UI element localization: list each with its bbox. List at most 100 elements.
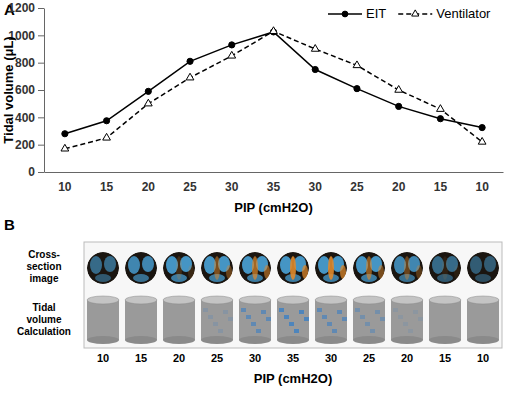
panel-frame — [84, 242, 502, 348]
data-point — [479, 124, 485, 130]
x-tick-label: 20 — [401, 352, 413, 364]
x-tick: 25 — [350, 172, 364, 194]
x-tick-label: 30 — [325, 352, 337, 364]
data-point — [437, 105, 445, 112]
y-tick-label: 0 — [28, 165, 35, 179]
x-tick: 25 — [183, 172, 197, 194]
cylinder-speckle — [266, 317, 271, 321]
cross-section-image — [163, 252, 195, 284]
y-tick: 400 — [15, 111, 44, 125]
cylinder-bottom — [467, 336, 499, 344]
data-point — [270, 27, 278, 34]
y-tick-mark — [38, 35, 44, 36]
cross-section-image — [277, 252, 309, 284]
cross-section-image — [87, 252, 119, 284]
cylinder-top — [353, 296, 385, 304]
y-tick-label: 800 — [15, 56, 35, 70]
row-label: Tidal — [32, 302, 55, 313]
cylinder-bottom — [87, 336, 119, 344]
y-tick-label: 200 — [15, 138, 35, 152]
cylinder-speckle — [413, 310, 418, 314]
cylinder-top — [429, 296, 461, 304]
cylinder — [201, 296, 233, 344]
image-blob — [214, 256, 220, 280]
data-point — [437, 116, 443, 122]
cylinder-body — [467, 300, 499, 340]
cylinder — [277, 296, 309, 344]
cylinder-speckle — [327, 322, 332, 326]
cylinder-speckle — [203, 308, 208, 312]
image-bg — [429, 252, 461, 284]
image-blob — [484, 256, 496, 272]
cylinder-top — [87, 296, 119, 304]
cylinder-speckle — [365, 322, 370, 326]
cylinder-body — [125, 300, 157, 340]
data-point — [62, 131, 68, 137]
image-blob — [328, 256, 334, 280]
panel-label: B — [4, 216, 15, 233]
cylinder-bottom — [353, 336, 385, 344]
cylinder-top — [163, 296, 195, 304]
x-tick-label: 20 — [142, 180, 156, 194]
image-blob — [302, 265, 308, 279]
y-tick: 200 — [15, 138, 44, 152]
image-bg — [163, 252, 195, 284]
x-tick: 30 — [225, 172, 239, 194]
cylinder-bottom — [239, 336, 271, 344]
data-point — [395, 86, 403, 93]
cylinder-body — [277, 300, 309, 340]
row-label: image — [30, 273, 59, 284]
cylinder-speckle — [294, 329, 299, 333]
cross-section-image — [315, 252, 347, 284]
cylinder-speckle — [342, 317, 347, 321]
cylinder-bottom — [277, 336, 309, 344]
x-tick-label: 30 — [225, 180, 239, 194]
cross-section-image — [125, 252, 157, 284]
cylinder-speckle — [279, 308, 284, 312]
x-tick-label: 35 — [267, 180, 281, 194]
y-tick-label: 400 — [15, 111, 35, 125]
x-tick: 10 — [58, 172, 72, 194]
data-point — [144, 99, 152, 106]
cylinder-top — [277, 296, 309, 304]
y-tick-mark — [38, 145, 44, 146]
image-blob — [133, 274, 149, 282]
x-axis-title: PIP (cmH2O) — [254, 371, 333, 386]
x-axis: 1015202530353025201510 — [45, 172, 504, 194]
data-point — [396, 103, 402, 109]
series-line — [65, 32, 482, 134]
cylinder-speckle — [261, 310, 266, 314]
image-bg — [277, 252, 309, 284]
cylinder-top — [467, 296, 499, 304]
row-label: volume — [26, 314, 61, 325]
image-blob — [404, 256, 410, 280]
data-point — [186, 73, 194, 80]
data-point — [61, 144, 69, 151]
row-label: Calculation — [17, 326, 71, 337]
x-tick-label: 25 — [363, 352, 375, 364]
row-label: Cross- — [28, 249, 60, 260]
y-tick: 600 — [15, 83, 44, 97]
cylinder-speckle — [223, 310, 228, 314]
x-tick-label: 35 — [287, 352, 299, 364]
x-tick: 10 — [475, 172, 489, 194]
data-point — [104, 118, 110, 124]
x-tick: 15 — [100, 172, 114, 194]
cylinder-speckle — [337, 310, 342, 314]
x-tick-label: 10 — [97, 352, 109, 364]
image-bg — [467, 252, 499, 284]
image-blob — [475, 274, 491, 282]
x-tick-label: 30 — [309, 180, 323, 194]
cylinder-bottom — [429, 336, 461, 344]
x-tick-label: 15 — [434, 180, 448, 194]
y-tick-label: 1200 — [8, 1, 35, 15]
cylinder-speckle — [375, 310, 380, 314]
cross-section-image — [239, 252, 271, 284]
x-tick-label: 10 — [475, 180, 489, 194]
x-tick-label: 10 — [477, 352, 489, 364]
image-bg — [353, 252, 385, 284]
cylinder-speckle — [317, 308, 322, 312]
cylinder-speckle — [418, 317, 423, 321]
cylinder-body — [391, 300, 423, 340]
cylinder-top — [391, 296, 423, 304]
